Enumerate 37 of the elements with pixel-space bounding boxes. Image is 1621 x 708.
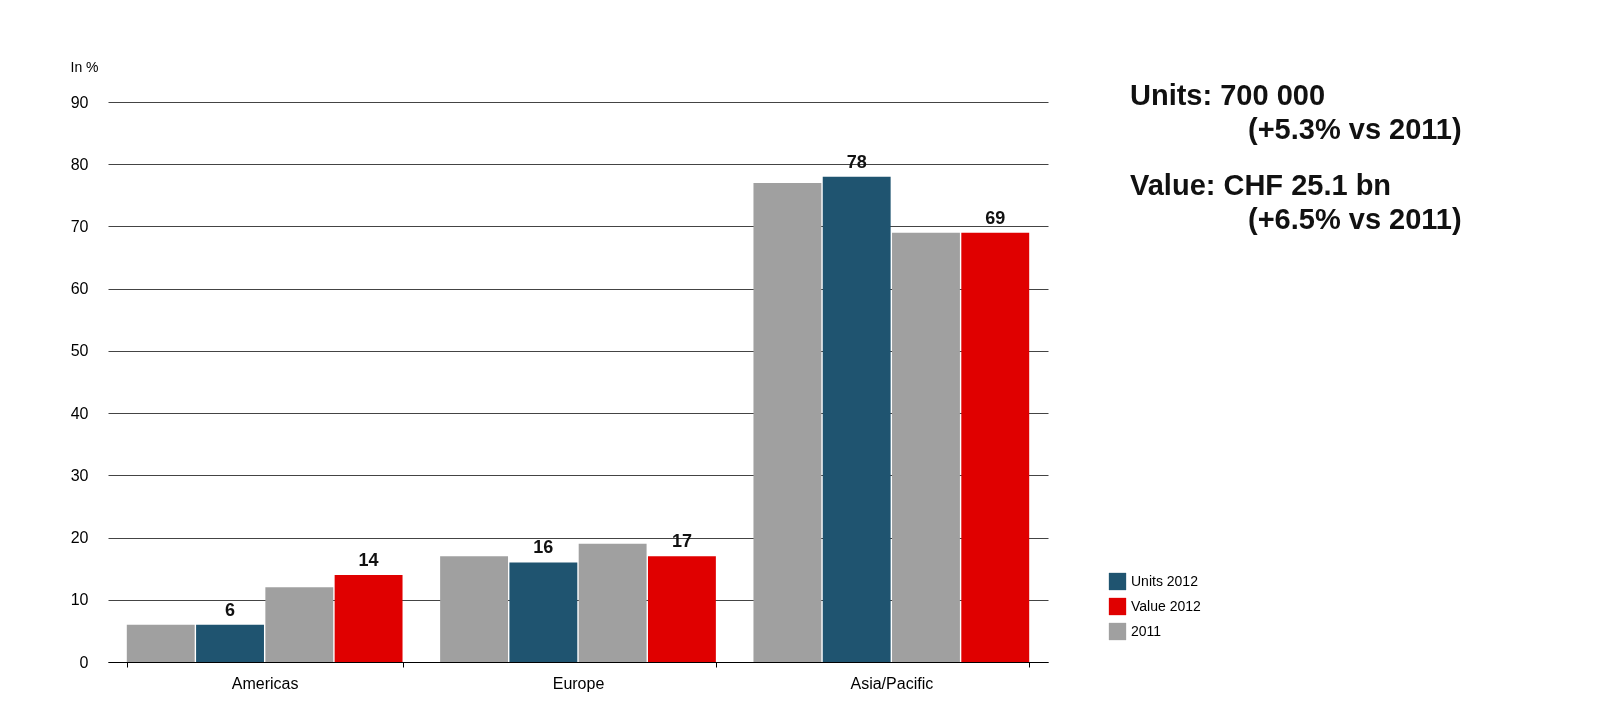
legend-label: 2011 — [1131, 622, 1162, 639]
legend-label: Units 2012 — [1131, 572, 1199, 589]
y-tick-label: 50 — [70, 342, 89, 360]
text: Value: CHF 25.1 bn — [1130, 168, 1393, 202]
y-axis-title: In % — [70, 58, 99, 75]
bar — [647, 556, 716, 662]
data-label: 6 — [225, 599, 236, 620]
x-tick-label: Americas — [231, 674, 299, 692]
bar — [126, 624, 195, 662]
y-tick-label: 30 — [70, 466, 89, 484]
text: (+5.3% vs 2011) — [1247, 112, 1462, 146]
text: (+6.5% vs 2011) — [1247, 202, 1462, 236]
y-tick-label: 60 — [70, 280, 89, 298]
bar — [265, 587, 334, 662]
y-tick-label: 90 — [70, 93, 89, 111]
y-tick-label: 70 — [70, 217, 89, 235]
bar — [753, 182, 822, 662]
data-label: 69 — [985, 207, 1006, 228]
y-tick-label: 0 — [79, 653, 89, 671]
text: Units: 700 000 — [1130, 78, 1327, 112]
bar — [334, 574, 403, 662]
bar — [961, 232, 1030, 662]
x-tick-label: Asia/Pacific — [850, 674, 934, 692]
bar — [822, 176, 891, 662]
y-tick-label: 20 — [70, 529, 89, 547]
bar — [578, 543, 647, 662]
data-label: 16 — [533, 537, 554, 558]
bar — [509, 562, 578, 662]
y-tick-label: 80 — [70, 155, 89, 173]
y-tick-label: 10 — [70, 591, 89, 609]
bar — [892, 232, 960, 662]
legend-label: Value 2012 — [1131, 597, 1202, 614]
x-tick-label: Europe — [552, 674, 605, 692]
bar — [440, 556, 509, 662]
y-tick-label: 40 — [70, 404, 89, 422]
data-label: 14 — [358, 549, 379, 570]
bar — [196, 624, 264, 662]
